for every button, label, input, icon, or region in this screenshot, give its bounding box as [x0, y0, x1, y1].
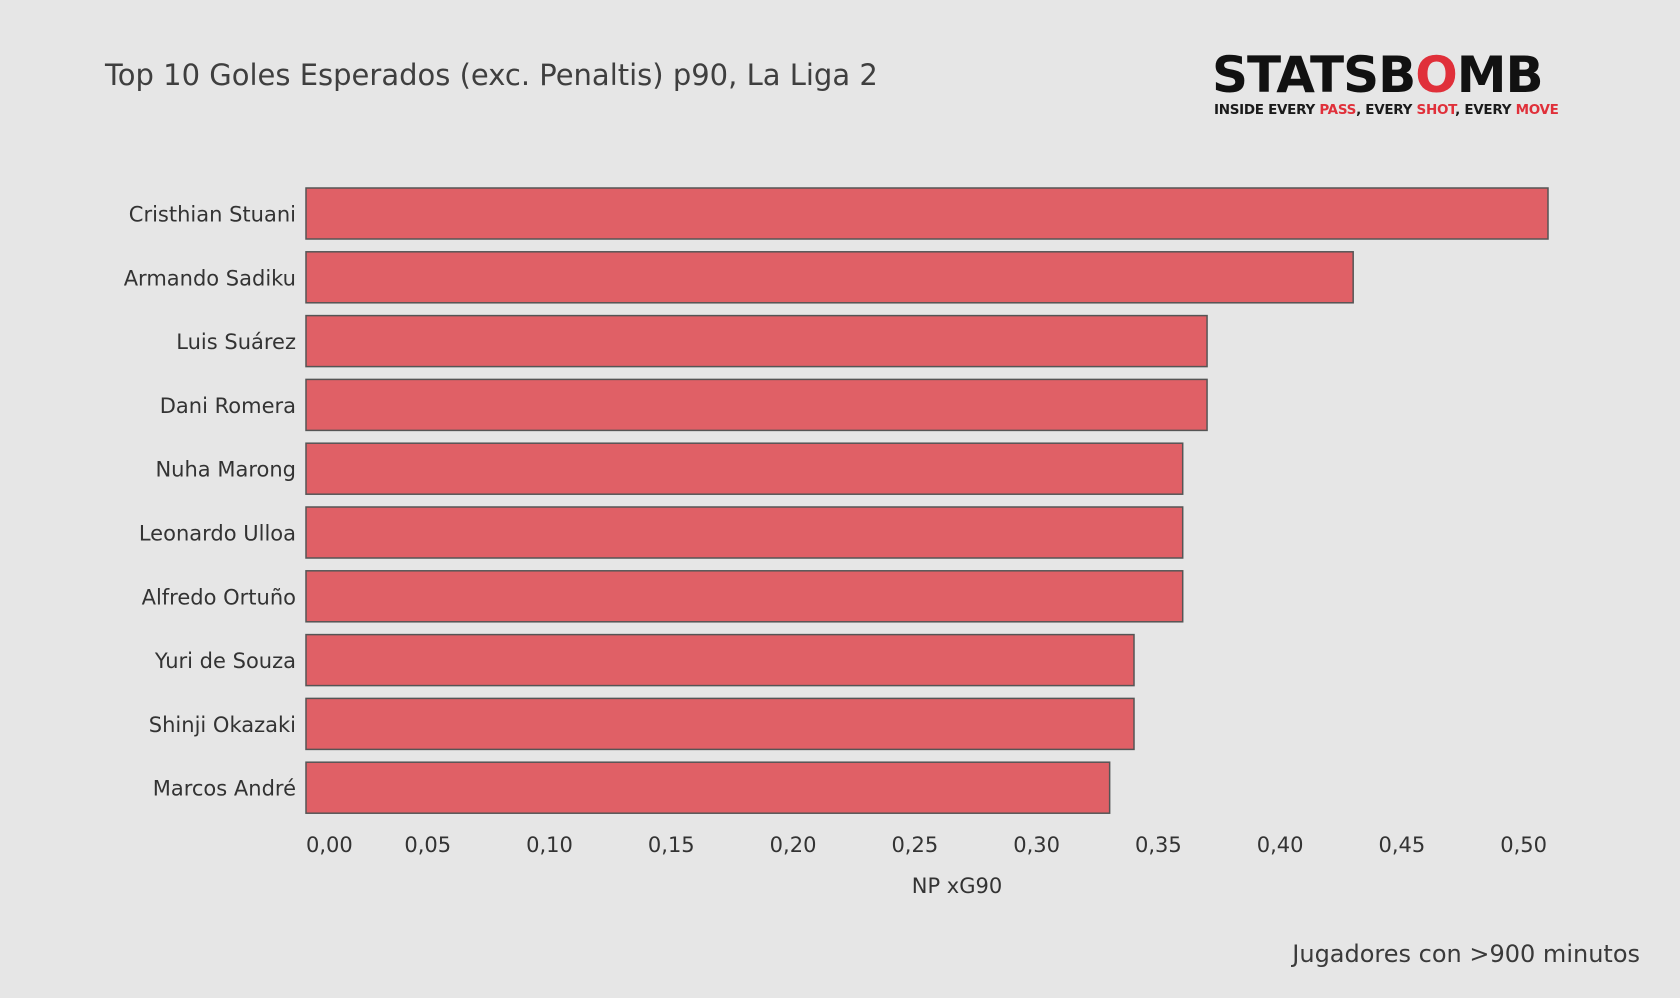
logo-tagline-part-3: , EVERY [1455, 102, 1516, 118]
logo-tagline-part-1: INSIDE EVERY [1214, 102, 1320, 118]
x-tick-label-4: 0,20 [770, 833, 817, 857]
statsbomb-logo: STATSBOMB INSIDE EVERY PASS, EVERY SHOT,… [1212, 46, 1568, 124]
category-label-9: Marcos André [153, 777, 296, 801]
category-label-6: Alfredo Ortuño [142, 585, 296, 609]
logo-word-part-2: MB [1456, 46, 1544, 104]
x-tick-label-9: 0,45 [1378, 833, 1425, 857]
bar-1 [305, 251, 1354, 304]
category-label-3: Dani Romera [160, 394, 296, 418]
logo-word-bomb-o: O [1415, 46, 1458, 104]
logo-tagline-move: MOVE [1515, 102, 1559, 118]
bar-3 [305, 378, 1208, 432]
category-label-2: Luis Suárez [176, 330, 296, 354]
category-label-8: Shinji Okazaki [149, 713, 296, 737]
x-tick-label-0: 0,00 [306, 833, 353, 857]
category-label-4: Nuha Marong [155, 458, 296, 482]
x-tick-label-2: 0,10 [526, 833, 573, 857]
logo-tagline: INSIDE EVERY PASS, EVERY SHOT, EVERY MOV… [1214, 102, 1559, 118]
bar-7 [305, 633, 1135, 687]
logo-tagline-pass: PASS [1319, 102, 1357, 118]
footnote: Jugadores con >900 minutos [1292, 940, 1640, 968]
x-tick-label-8: 0,40 [1257, 833, 1304, 857]
x-tick-label-1: 0,05 [404, 833, 451, 857]
x-tick-label-10: 0,50 [1500, 833, 1547, 857]
x-tick-label-6: 0,30 [1013, 833, 1060, 857]
category-label-5: Leonardo Ulloa [139, 522, 296, 546]
bar-2 [305, 314, 1208, 368]
bar-4 [305, 442, 1184, 495]
x-axis-label: NP xG90 [912, 874, 1002, 898]
bar-6 [305, 570, 1184, 623]
bars [305, 187, 1549, 814]
logo-tagline-shot: SHOT [1416, 102, 1456, 118]
logo-wordmark: STATSBOMB [1212, 46, 1544, 104]
category-labels: Cristhian Stuani Armando Sadiku Luis Suáre… [124, 203, 296, 801]
bar-8 [305, 697, 1135, 751]
x-tick-label-5: 0,25 [891, 833, 938, 857]
category-label-7: Yuri de Souza [154, 649, 296, 673]
bar-0 [305, 187, 1549, 240]
x-tick-label-3: 0,15 [648, 833, 695, 857]
x-tick-label-7: 0,35 [1135, 833, 1182, 857]
bar-5 [305, 506, 1184, 559]
category-label-0: Cristhian Stuani [129, 203, 296, 227]
logo-tagline-part-2: , EVERY [1356, 102, 1417, 118]
category-label-1: Armando Sadiku [124, 266, 296, 290]
logo-word-part-1: STATSB [1212, 46, 1416, 104]
bar-9 [305, 761, 1111, 814]
chart-title: Top 10 Goles Esperados (exc. Penaltis) p… [105, 58, 878, 92]
x-axis-ticks: 0,00 0,05 0,10 0,15 0,20 0,25 0,30 0,35 0,40 0,45… [306, 833, 1547, 857]
